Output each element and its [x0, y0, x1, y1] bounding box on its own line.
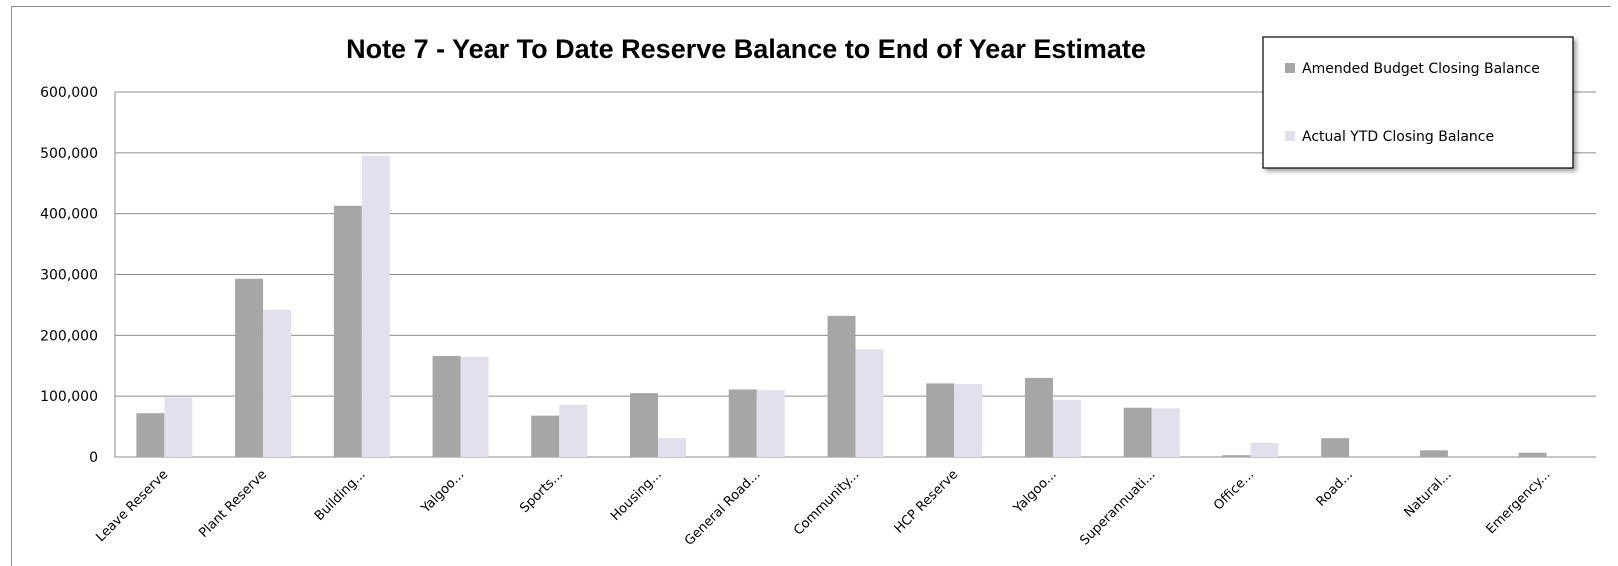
legend-box [1262, 36, 1574, 169]
bar-amended [432, 356, 461, 457]
x-tick-label: Building... [312, 467, 369, 524]
y-tick-label: 500,000 [40, 146, 98, 162]
bar-amended [1419, 450, 1448, 457]
chart-title: Note 7 - Year To Date Reserve Balance to… [346, 34, 1146, 64]
y-tick-label: 300,000 [40, 268, 98, 284]
bar-amended [1024, 377, 1053, 457]
bar-actual [361, 155, 390, 457]
bar-actual [460, 356, 489, 457]
y-tick-label: 600,000 [40, 85, 98, 101]
y-tick-label: 400,000 [40, 207, 98, 223]
x-tick-label: Housing... [608, 467, 665, 524]
bar-amended [136, 413, 165, 457]
x-tick-label: Sports... [517, 467, 566, 516]
x-tick-label: Community... [791, 467, 862, 538]
bar-amended [1123, 407, 1152, 457]
bar-amended [827, 315, 856, 457]
bar-amended [728, 389, 757, 457]
bars [136, 155, 1547, 457]
legend-swatch-actual [1285, 131, 1295, 141]
x-axis-labels: Leave Reserve Plant Reserve Building... Yal… [93, 467, 1553, 549]
x-tick-label: General Road... [682, 467, 764, 549]
x-tick-label: HCP Reserve [892, 467, 961, 536]
bar-amended [926, 383, 955, 457]
bar-actual [1052, 399, 1081, 457]
legend-label-actual: Actual YTD Closing Balance [1302, 129, 1494, 145]
bar-actual [164, 397, 193, 457]
x-tick-label: Yalgoo... [1010, 467, 1060, 517]
bar-actual [1250, 443, 1279, 457]
bar-amended [531, 415, 560, 457]
bar-actual [559, 404, 588, 457]
bar-amended [333, 205, 362, 457]
x-tick-label: Natural... [1401, 467, 1454, 520]
bar-actual [263, 309, 292, 457]
x-tick-label: Emergency... [1484, 467, 1554, 537]
y-axis-ticks: 0 100,000 200,000 300,000 400,000 500,000 600,… [40, 85, 98, 466]
bar-amended [235, 278, 264, 457]
x-tick-label: Office... [1211, 467, 1257, 513]
x-tick-label: Road... [1314, 467, 1356, 509]
x-tick-label: Leave Reserve [93, 467, 171, 545]
x-tick-label: Yalgoo... [418, 467, 468, 517]
legend-swatch-amended [1285, 63, 1295, 73]
bar-actual [954, 384, 983, 457]
y-tick-label: 0 [89, 450, 98, 466]
bar-actual [756, 390, 785, 457]
legend: Amended Budget Closing Balance Actual YT… [1262, 36, 1574, 169]
bar-amended [1222, 455, 1251, 457]
bar-actual [1151, 408, 1180, 457]
bar-amended [1321, 438, 1350, 457]
legend-label-amended: Amended Budget Closing Balance [1302, 61, 1540, 77]
bar-amended [1518, 452, 1547, 457]
x-tick-label: Superannuati... [1077, 467, 1158, 548]
bar-actual [658, 438, 687, 457]
chart-frame [11, 6, 1611, 566]
y-tick-label: 100,000 [40, 389, 98, 405]
bar-actual [855, 349, 884, 457]
y-tick-label: 200,000 [40, 328, 98, 344]
x-tick-label: Plant Reserve [196, 467, 270, 541]
bar-amended [630, 393, 659, 457]
